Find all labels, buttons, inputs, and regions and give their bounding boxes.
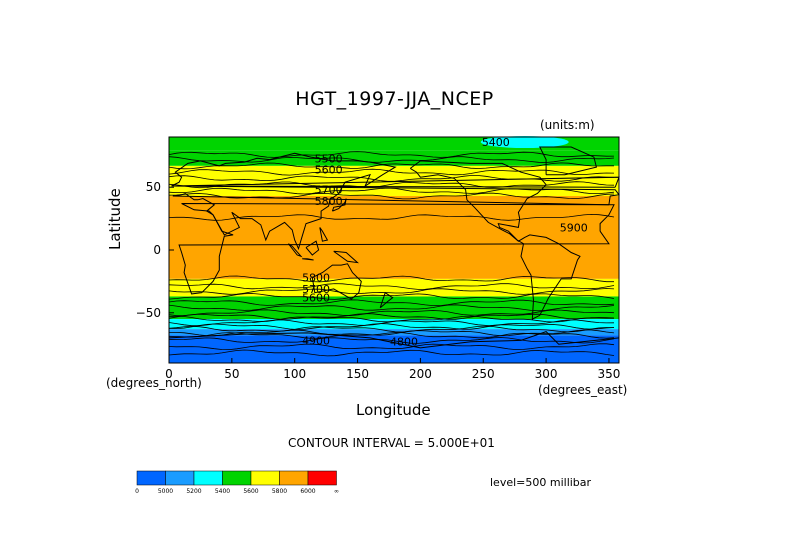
contour-label: 5600 xyxy=(302,292,330,305)
coastline-12 xyxy=(171,176,620,188)
level-label: level=500 millibar xyxy=(490,476,592,489)
coastline-13 xyxy=(168,331,620,349)
contour-label: 5800 xyxy=(315,195,343,208)
colorbar-swatch xyxy=(136,470,166,486)
contour-line xyxy=(168,343,615,351)
contour-label: 5700 xyxy=(315,184,343,197)
coastline-8 xyxy=(305,240,320,256)
coastline-3 xyxy=(410,160,581,320)
x-tick-label: 150 xyxy=(346,367,369,381)
height-band-4 xyxy=(169,278,619,297)
height-band-3 xyxy=(169,196,619,279)
contour-label: 4900 xyxy=(302,334,330,347)
colorbar-swatch xyxy=(193,470,223,486)
units-label: (units:m) xyxy=(540,118,595,132)
colorbar-label: 5000 xyxy=(158,488,173,495)
x-tick-label: 0 xyxy=(165,367,173,381)
colorbar-swatch xyxy=(222,470,252,486)
colorbar-label: ∞ xyxy=(334,488,339,495)
x-tick-label: 250 xyxy=(472,367,495,381)
contour-interval-label: CONTOUR INTERVAL = 5.000E+01 xyxy=(288,436,495,450)
contour-label: 5500 xyxy=(315,152,343,165)
contour-line xyxy=(168,156,615,163)
coastline-0 xyxy=(178,203,615,295)
colorbar-swatch xyxy=(279,470,309,486)
contour-line xyxy=(168,309,615,317)
coastline-9 xyxy=(319,227,329,242)
colorbar-swatch xyxy=(165,470,195,486)
contour-label: 5800 xyxy=(302,272,330,285)
coastline-10 xyxy=(333,250,360,264)
contour-label: 4800 xyxy=(390,336,418,349)
polar-low-patch xyxy=(480,136,569,149)
height-band-6 xyxy=(169,319,619,330)
contour-line xyxy=(168,293,615,300)
colorbar-label: 6000 xyxy=(300,488,315,495)
chart-title: HGT_1997-JJA_NCEP xyxy=(295,88,494,110)
coastline-5 xyxy=(331,198,347,212)
x-axis-units: (degrees_east) xyxy=(538,383,628,397)
colorbar-label: 5800 xyxy=(272,488,287,495)
colorbar-label: 5400 xyxy=(215,488,230,495)
contour-line xyxy=(168,288,615,295)
colorbar-swatch xyxy=(307,470,337,486)
colorbar-swatch xyxy=(250,470,280,486)
x-tick-label: 100 xyxy=(283,367,306,381)
x-axis-label: Longitude xyxy=(356,401,431,419)
contour-line xyxy=(168,304,615,312)
colorbar-label: 0 xyxy=(135,488,139,495)
y-axis-units: (degrees_north) xyxy=(106,376,202,390)
coastline-7 xyxy=(302,258,314,261)
x-tick-label: 200 xyxy=(409,367,432,381)
colorbar-label: 5200 xyxy=(186,488,201,495)
contour-line xyxy=(168,325,615,333)
coastline-2 xyxy=(311,263,362,300)
contour-label: 5900 xyxy=(560,221,588,234)
y-tick-label: −50 xyxy=(136,306,161,320)
coastline-4 xyxy=(538,146,598,176)
contour-label: 5600 xyxy=(315,164,343,177)
contour-line xyxy=(168,275,614,283)
coastline-6 xyxy=(288,243,303,258)
contour-line xyxy=(168,151,615,158)
contour-line xyxy=(168,162,614,170)
colorbar-label: 5600 xyxy=(243,488,258,495)
x-tick-label: 300 xyxy=(535,367,558,381)
x-tick-label: 50 xyxy=(224,367,239,381)
contour-line xyxy=(168,337,615,344)
coastline-11 xyxy=(379,291,394,309)
y-tick-label: 50 xyxy=(146,180,161,194)
height-band-1 xyxy=(169,150,619,166)
contour-line xyxy=(168,323,615,330)
height-band-5 xyxy=(169,296,619,320)
contour-line xyxy=(168,349,615,357)
contour-label: 5700 xyxy=(302,283,330,296)
contour-line xyxy=(168,283,615,290)
contour-label: 5400 xyxy=(482,136,510,149)
contour-line xyxy=(168,168,615,176)
y-tick-label: 0 xyxy=(153,243,161,257)
contour-line xyxy=(168,213,615,221)
height-band-8 xyxy=(169,335,619,363)
coastline-1 xyxy=(171,152,620,251)
x-tick-label: 350 xyxy=(597,367,620,381)
contour-line xyxy=(168,299,615,306)
contour-line xyxy=(168,319,615,327)
